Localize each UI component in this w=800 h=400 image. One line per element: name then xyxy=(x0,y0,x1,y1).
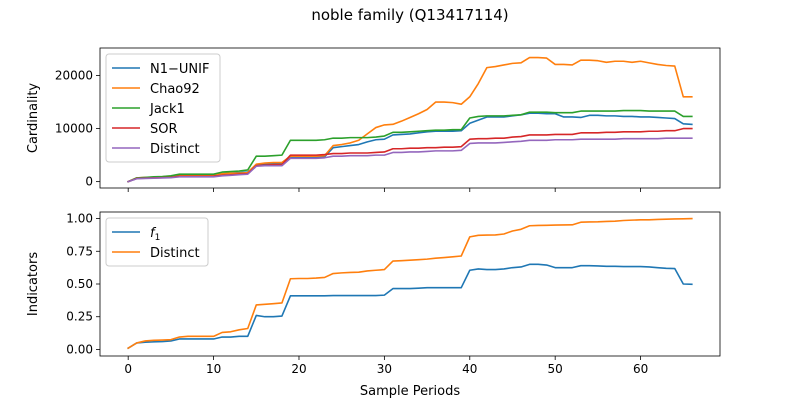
indicators-y-tick-label: 0.75 xyxy=(66,244,93,258)
indicators-legend-label-sub-0: 1 xyxy=(155,233,161,243)
cardinality-plot-frame xyxy=(99,47,721,189)
indicators-x-tick-label: 10 xyxy=(206,362,221,376)
indicators-x-tick-label: 0 xyxy=(124,362,132,376)
cardinality-y-axis-label: Cardinality xyxy=(26,83,41,154)
indicators-legend-label-0: f1 xyxy=(150,226,160,243)
indicators-panel: 0 10 20 30 40 50 60 0.00 0.25 0.50 0.75 1.00 Indicat… xyxy=(26,212,721,376)
indicators-y-tick-label: 1.00 xyxy=(66,212,93,226)
indicators-legend-label-1: Distinct xyxy=(150,246,200,261)
indicators-y-axis-label: Indicators xyxy=(26,252,41,316)
cardinality-legend-label-1: Chao92 xyxy=(150,82,200,97)
cardinality-legend-label-0: N1−UNIF xyxy=(150,62,209,77)
indicators-y-tick-label: 0.25 xyxy=(66,310,93,324)
cardinality-legend-label-2: Jack1 xyxy=(149,102,185,117)
indicators-x-tick-label: 60 xyxy=(633,362,648,376)
indicators-series-line-1 xyxy=(127,217,693,350)
indicators-x-tick-label: 20 xyxy=(291,362,306,376)
cardinality-legend-label-3: SOR xyxy=(150,122,178,137)
cardinality-series-line-4 xyxy=(127,137,693,183)
indicators-series-line-0 xyxy=(127,263,693,350)
figure-title: noble family (Q13417114) xyxy=(311,6,508,24)
indicators-y-tick-label: 0.00 xyxy=(66,342,93,356)
cardinality-panel: 0 10000 20000 Cardinality N1−UNIF Chao92 Jack1… xyxy=(26,47,721,192)
cardinality-legend-label-4: Distinct xyxy=(150,142,200,157)
indicators-x-tick-label: 50 xyxy=(548,362,563,376)
cardinality-y-tick-label: 20000 xyxy=(55,69,93,83)
cardinality-legend-box xyxy=(105,53,221,163)
cardinality-series-line-2 xyxy=(127,109,693,183)
cardinality-y-tick-label: 10000 xyxy=(55,122,93,136)
cardinality-series-line-1 xyxy=(127,56,693,183)
cardinality-y-tick-label: 0 xyxy=(85,175,93,189)
indicators-legend-label-main-0: f xyxy=(150,226,157,241)
indicators-legend-box xyxy=(105,217,209,267)
indicators-x-tick-label: 30 xyxy=(377,362,392,376)
x-axis-label: Sample Periods xyxy=(360,384,460,399)
indicators-y-tick-label: 0.50 xyxy=(66,277,93,291)
indicators-x-tick-label: 40 xyxy=(462,362,477,376)
